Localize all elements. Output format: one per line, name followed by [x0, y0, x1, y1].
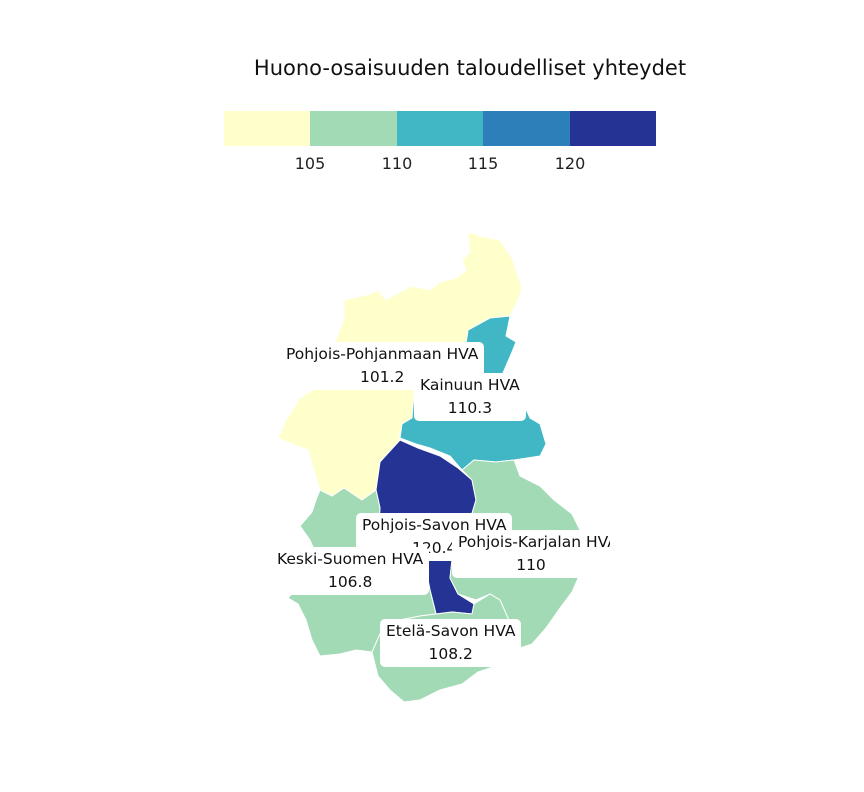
- legend-tick: 105: [294, 154, 326, 173]
- legend-ticks: 105 110 115 120: [224, 154, 656, 174]
- region-value: 110: [516, 556, 546, 574]
- label-etela-savo: Etelä-Savon HVA 108.2: [380, 619, 522, 667]
- legend-tick: 115: [467, 154, 499, 173]
- label-pohjois-karjala: Pohjois-Karjalan HVA 110: [452, 530, 610, 578]
- legend-swatch-3: [396, 111, 484, 146]
- region-name: Pohjois-Pohjanmaan HVA: [286, 345, 479, 363]
- region-value: 108.2: [428, 645, 473, 663]
- legend-tick: 110: [381, 154, 413, 173]
- color-legend: [224, 111, 657, 146]
- region-value: 110.3: [447, 399, 493, 417]
- legend-swatch-5: [569, 111, 657, 146]
- region-name: Pohjois-Savon HVA: [362, 516, 507, 534]
- legend-swatch-4: [483, 111, 570, 146]
- label-kainuu: Kainuun HVA 110.3: [414, 373, 526, 421]
- region-value: 101.2: [359, 368, 405, 386]
- region-name: Keski-Suomen HVA: [277, 550, 424, 568]
- region-value: 106.8: [327, 573, 373, 591]
- region-name: Etelä-Savon HVA: [386, 622, 516, 640]
- map-title: Huono-osaisuuden taloudelliset yhteydet: [253, 56, 687, 80]
- legend-swatch-2: [310, 111, 397, 146]
- region-name: Pohjois-Karjalan HVA: [458, 533, 610, 551]
- label-keski-suomi: Keski-Suomen HVA 106.8: [271, 547, 430, 595]
- legend-tick: 120: [554, 154, 586, 173]
- region-name: Kainuun HVA: [420, 376, 520, 394]
- legend-swatch-1: [224, 111, 311, 146]
